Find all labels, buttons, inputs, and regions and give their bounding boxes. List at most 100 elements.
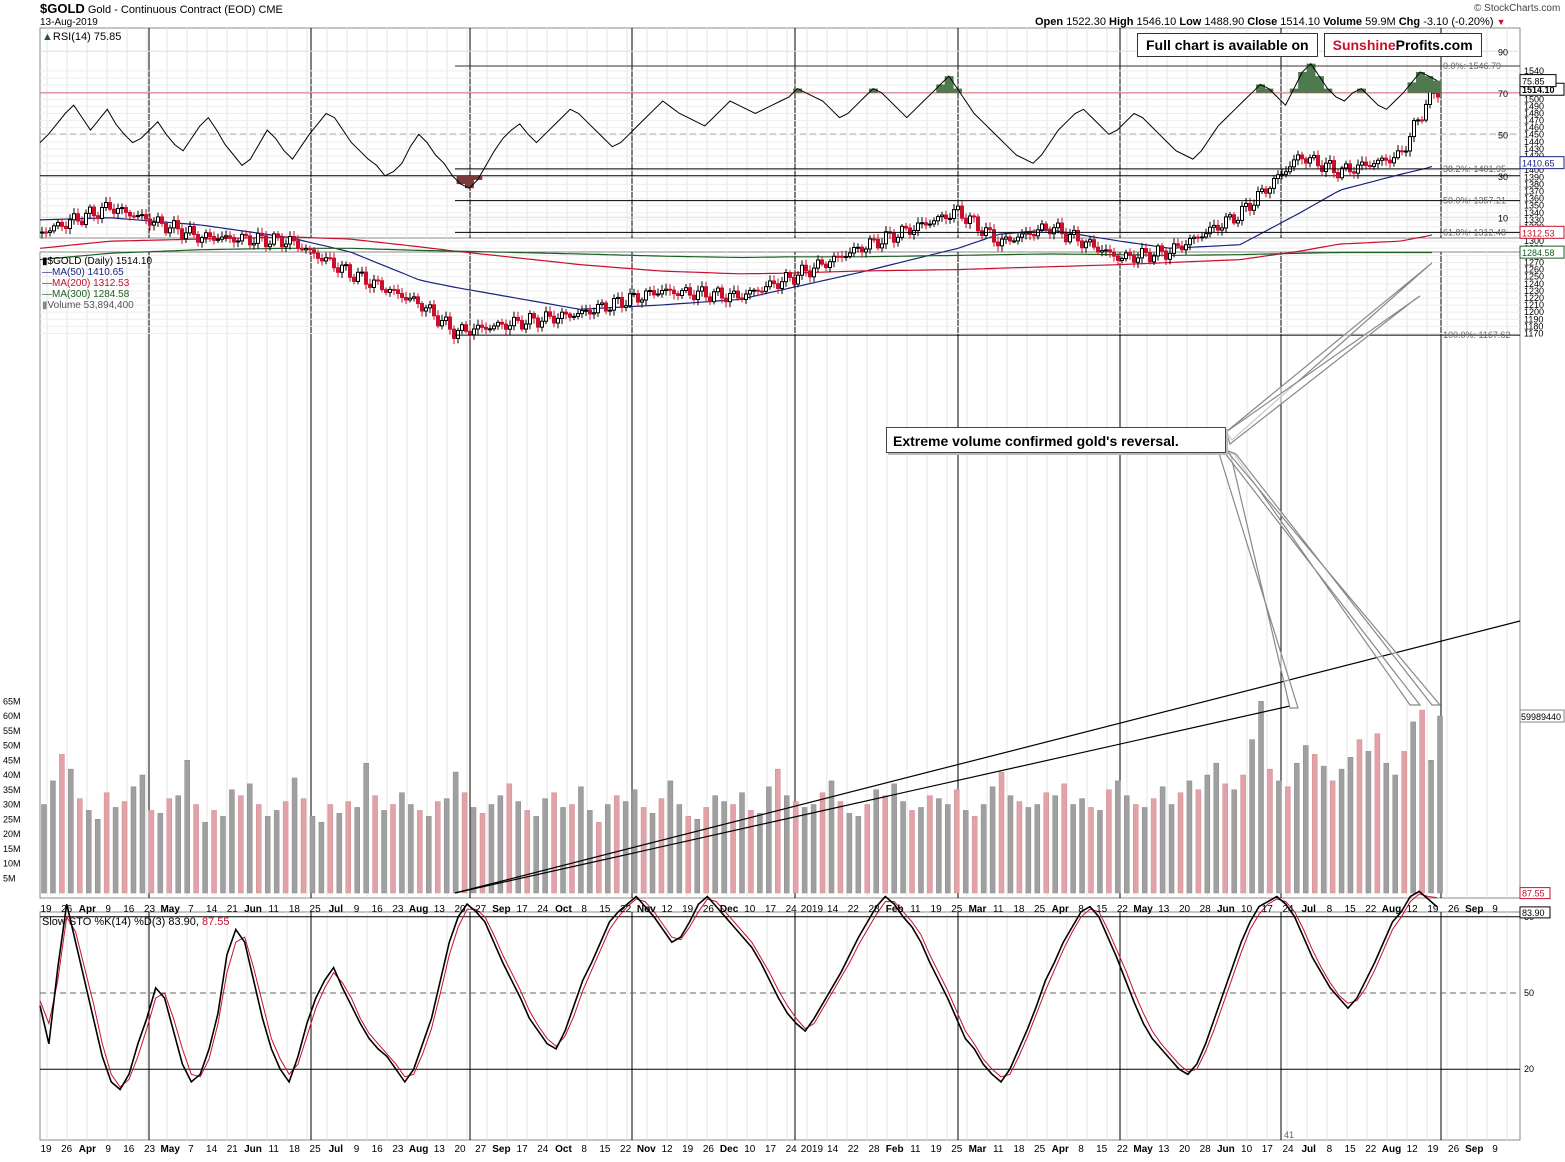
volume-bar [1428, 760, 1434, 894]
candle-body [1216, 224, 1220, 231]
candle-body [220, 236, 224, 240]
volume-bar [542, 798, 548, 894]
sto-value-tag [1519, 906, 1551, 919]
candle-body [460, 324, 464, 331]
candle-body [740, 297, 744, 301]
close-label: Close [1247, 16, 1278, 28]
open-label: Open [1035, 16, 1064, 28]
time-axis-label: 9 [354, 1144, 360, 1155]
volume-bar [962, 810, 969, 894]
candle-body [140, 214, 144, 217]
rsi-overbought-fill [1407, 82, 1417, 93]
volume-bar [193, 804, 199, 894]
candle-body [368, 283, 372, 288]
candle-body [248, 235, 252, 246]
time-axis-label: 9 [105, 1144, 111, 1155]
volume-bar [596, 821, 602, 894]
candle-body [440, 319, 444, 327]
price-value-tag-text: 1514.10 [1522, 85, 1555, 95]
legend-ma200: —MA(200) 1312.53 [42, 278, 130, 289]
time-axis-label: 11 [910, 1144, 921, 1155]
candle-body [1232, 214, 1236, 224]
volume-bar [41, 804, 47, 894]
price-tick-label: 1180 [1524, 321, 1543, 331]
volume-bar [85, 810, 92, 894]
candle-body [556, 317, 560, 324]
volume-bar [918, 807, 924, 894]
volume-bar [1410, 721, 1416, 894]
candle-body [116, 208, 120, 214]
candle-body [1140, 248, 1144, 259]
candle-body [932, 220, 936, 225]
candle-body [448, 316, 452, 330]
candle-body [596, 303, 600, 314]
candle-body [264, 235, 268, 248]
candle-body [320, 257, 324, 262]
candle-body [144, 214, 148, 220]
time-axis-label: 9 [105, 904, 111, 915]
rsi-legend-text: RSI(14) 75.85 [52, 31, 122, 43]
time-axis-label: 19 [40, 904, 52, 915]
candle-body [1096, 246, 1100, 253]
volume-bar [390, 804, 396, 894]
candle-body [456, 329, 460, 339]
candle-body [1076, 229, 1080, 242]
volume-bar [873, 789, 879, 894]
rsi-overbought-fill [1298, 72, 1308, 93]
candle-body [1228, 214, 1232, 218]
candle-body [1240, 205, 1244, 221]
candle-body [1120, 258, 1124, 261]
time-axis-label: Apr [1052, 1144, 1069, 1155]
candle-body [1396, 150, 1400, 159]
price-tick-label: 1460 [1524, 123, 1544, 133]
candle-body [520, 319, 524, 330]
price-tick-label: 1220 [1524, 293, 1544, 303]
time-axis-label: Jul [329, 1144, 344, 1155]
candle-body [428, 304, 432, 309]
price-candles [40, 83, 1440, 345]
candle-body [56, 221, 60, 227]
time-axis-label: 24 [1282, 904, 1294, 915]
time-axis-label: 19 [40, 1144, 52, 1155]
candle-body [100, 206, 104, 219]
candle-body [1116, 255, 1120, 261]
chart-title: $GOLD Gold - Continuous Contract (EOD) C… [40, 2, 283, 17]
volume-bar [766, 786, 772, 894]
candle-body [668, 288, 672, 291]
candle-body [876, 238, 880, 249]
candle-body [1180, 245, 1184, 251]
volume-tick-label: 15M [3, 844, 21, 854]
time-axis-label: 25 [310, 1144, 322, 1155]
candle-body [1244, 202, 1248, 207]
candle-body [60, 221, 64, 227]
candle-body [1004, 236, 1008, 240]
rsi-oversold-fill [456, 175, 466, 185]
volume-tick-label: 20M [3, 829, 21, 839]
candle-body [1212, 224, 1216, 228]
candle-body [1136, 257, 1140, 263]
time-axis-label: 12 [1407, 1144, 1419, 1155]
candle-body [136, 214, 140, 218]
candle-body [44, 231, 48, 234]
candle-body [1272, 178, 1276, 189]
price-tick-label: 1360 [1524, 194, 1544, 204]
volume-bar [1025, 807, 1032, 894]
price-tick-label: 1380 [1524, 179, 1544, 189]
candle-body [496, 321, 500, 327]
price-value-tag [1519, 156, 1565, 170]
volume-value-tag [1519, 709, 1565, 723]
candle-body [512, 316, 516, 327]
candle-body [1236, 219, 1240, 224]
time-axis-label: Jun [1217, 904, 1235, 915]
volume-tick-label: 25M [3, 814, 21, 824]
candle-body [796, 274, 800, 285]
chg-label: Chg [1398, 16, 1421, 28]
candle-body [48, 230, 52, 233]
volume-bar [533, 816, 539, 894]
time-axis-label: Jun [1217, 1144, 1235, 1155]
sunshine-profits-link[interactable]: SunshineProfits.com [1323, 33, 1482, 57]
time-axis-label: 8 [1078, 904, 1084, 915]
candle-body [244, 233, 248, 237]
volume-bar [909, 810, 915, 894]
time-axis-label: 22 [1365, 904, 1377, 915]
